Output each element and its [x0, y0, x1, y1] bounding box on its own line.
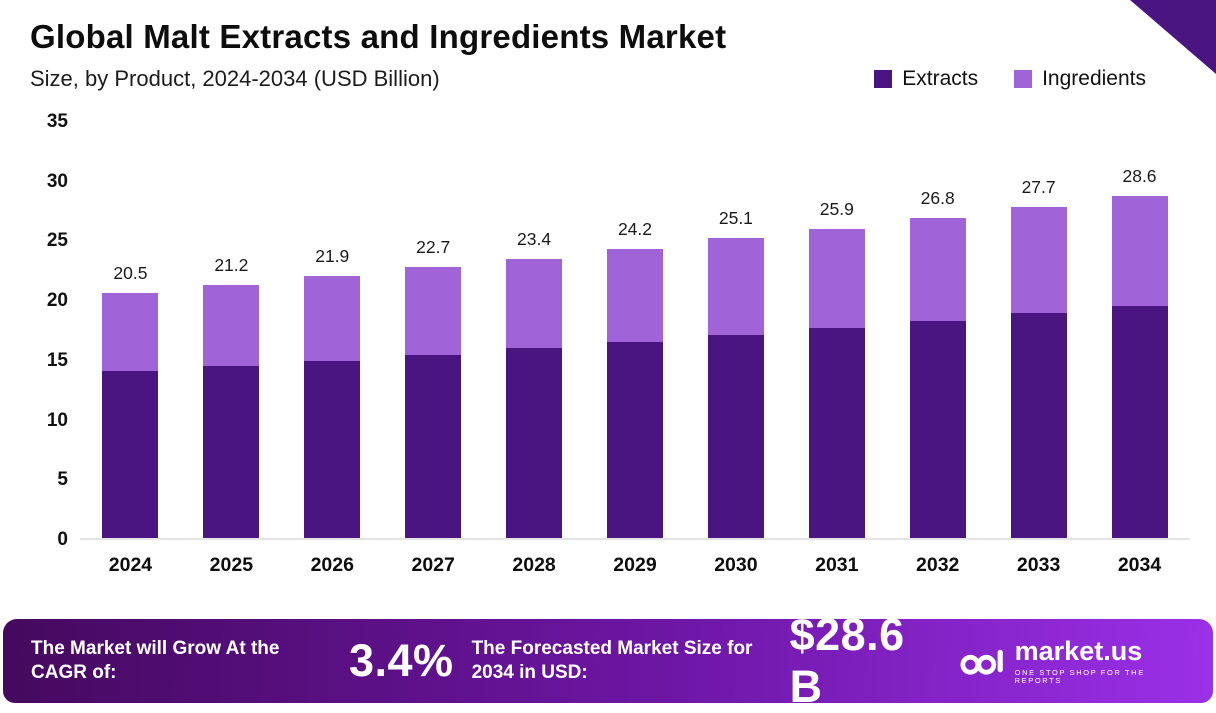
extracts-segment	[909, 320, 966, 538]
x-axis-label: 2028	[512, 554, 556, 576]
extracts-segment	[606, 342, 663, 538]
x-axis-label: 2026	[310, 554, 354, 576]
bar-stack	[506, 258, 563, 538]
bars-area: 20.5 2024 21.2 2025 21.9 2026 22.7 2027 23.4 2028…	[80, 122, 1190, 576]
bar-stack	[1010, 207, 1067, 538]
bar-column-2026: 21.9 2026	[282, 122, 383, 576]
bar-stack	[102, 293, 159, 538]
forecast-label: The Forecasted Market Size for 2034 in U…	[471, 638, 753, 683]
extracts-segment	[102, 370, 159, 538]
y-tick-label: 15	[46, 349, 68, 371]
extracts-segment	[304, 361, 361, 538]
y-tick-label: 20	[46, 290, 68, 312]
bar-stack	[909, 217, 966, 538]
extracts-segment	[1111, 306, 1168, 538]
footer-banner: The Market will Grow At the CAGR of: 3.4…	[3, 609, 1213, 712]
ingredients-segment	[808, 228, 865, 328]
bar-stack	[304, 276, 361, 538]
bar-stack	[405, 266, 462, 538]
y-tick-label: 5	[57, 469, 68, 491]
extracts-segment	[203, 366, 260, 538]
ingredients-segment	[203, 284, 260, 367]
x-axis-label: 2032	[916, 554, 960, 576]
page-title: Global Malt Extracts and Ingredients Mar…	[30, 18, 727, 55]
ingredients-swatch-icon	[1014, 70, 1033, 88]
bar-stack	[606, 248, 663, 538]
bar-total-label: 27.7	[1021, 177, 1056, 198]
bar-stack	[203, 284, 260, 538]
bar-column-2025: 21.2 2025	[181, 122, 282, 576]
extracts-segment	[808, 327, 865, 538]
bar-stack	[1111, 196, 1168, 538]
legend-label-ingredients: Ingredients	[1042, 67, 1146, 90]
bar-total-label: 21.9	[315, 246, 350, 267]
cagr-label: The Market will Grow At the CAGR of:	[31, 638, 280, 683]
chart-legend: Extracts Ingredients	[874, 67, 1146, 91]
brand-logo: market.us ONE STOP SHOP FOR THE REPORTS	[959, 636, 1186, 685]
brand-name: market.us	[1014, 636, 1143, 666]
ingredients-segment	[405, 266, 462, 356]
cagr-value: 3.4%	[349, 635, 454, 686]
extracts-segment	[707, 334, 764, 538]
bar-stack	[808, 228, 865, 538]
bar-column-2027: 22.7 2027	[383, 122, 484, 576]
ingredients-segment	[102, 293, 159, 371]
bar-total-label: 24.2	[617, 218, 653, 239]
y-tick-label: 35	[46, 111, 68, 132]
y-tick-label: 10	[46, 409, 68, 431]
page-subtitle: Size, by Product, 2024-2034 (USD Billion…	[30, 66, 440, 91]
x-axis-label: 2025	[209, 554, 254, 576]
bar-column-2028: 23.4 2028	[484, 122, 585, 576]
bar-total-label: 28.6	[1122, 166, 1157, 187]
bar-stack	[707, 238, 764, 538]
bar-column-2034: 28.6 2034	[1089, 122, 1190, 576]
bar-total-label: 26.8	[920, 187, 955, 208]
y-tick-label: 0	[57, 529, 68, 550]
ingredients-segment	[909, 217, 966, 321]
bar-total-label: 25.9	[819, 198, 854, 219]
stacked-bar-chart: 0 5 10 15 20 25 30 35 20.5 2024 21.2 2025 21.9 2026 2…	[22, 111, 1190, 576]
extracts-segment	[405, 355, 462, 538]
legend-item-ingredients: Ingredients	[1014, 67, 1146, 91]
ingredients-segment	[1111, 196, 1168, 307]
x-axis-label: 2031	[815, 554, 859, 576]
header: Global Malt Extracts and Ingredients Mar…	[0, 0, 1216, 96]
ingredients-segment	[707, 238, 764, 335]
bar-total-label: 25.1	[718, 208, 753, 229]
x-axis-label: 2030	[714, 554, 758, 576]
ingredients-segment	[1010, 207, 1067, 314]
ingredients-segment	[304, 276, 361, 362]
bar-column-2032: 26.8 2032	[887, 122, 988, 576]
bar-column-2031: 25.9 2031	[786, 122, 887, 576]
forecast-value: $28.6 B	[789, 609, 905, 712]
extracts-segment	[506, 348, 563, 538]
bar-column-2030: 25.1 2030	[685, 122, 786, 576]
x-axis-label: 2029	[613, 554, 657, 576]
x-axis-label: 2027	[411, 554, 455, 576]
extracts-swatch-icon	[874, 70, 893, 88]
ingredients-segment	[606, 248, 663, 343]
bar-column-2024: 20.5 2024	[80, 122, 181, 576]
legend-label-extracts: Extracts	[902, 67, 979, 90]
bar-total-label: 22.7	[416, 236, 451, 257]
x-axis-label: 2034	[1117, 554, 1162, 576]
legend-item-extracts: Extracts	[874, 67, 978, 91]
extracts-segment	[1010, 313, 1067, 538]
bar-column-2033: 27.7 2033	[988, 122, 1089, 576]
bar-total-label: 23.4	[517, 228, 552, 249]
market-us-logo-icon	[959, 649, 1003, 675]
y-tick-label: 25	[46, 230, 68, 252]
ingredients-segment	[506, 258, 563, 349]
bar-total-label: 21.2	[214, 254, 249, 275]
y-axis: 0 5 10 15 20 25 30 35	[22, 111, 80, 550]
bar-column-2029: 24.2 2029	[585, 122, 686, 576]
x-axis-label: 2024	[108, 554, 153, 576]
x-axis-label: 2033	[1016, 554, 1061, 576]
y-tick-label: 30	[46, 170, 68, 192]
bar-total-label: 20.5	[113, 263, 148, 284]
brand-tagline: ONE STOP SHOP FOR THE REPORTS	[1014, 668, 1145, 685]
